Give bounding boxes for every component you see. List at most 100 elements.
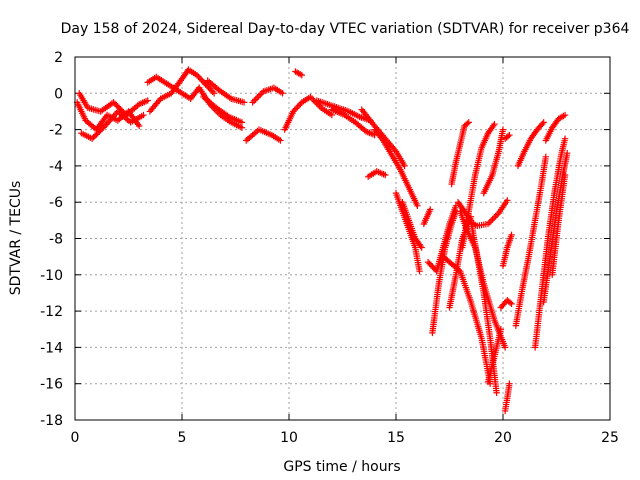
series-trace-ak: [512, 153, 549, 329]
data-point: [98, 125, 106, 132]
series-trace-af: [484, 326, 505, 386]
data-point: [464, 120, 471, 127]
data-point: [240, 99, 248, 106]
data-point: [279, 90, 286, 97]
data-point: [499, 126, 507, 133]
data-point: [202, 81, 209, 88]
data-point: [540, 119, 547, 126]
x-tick-label: 15: [387, 430, 405, 446]
y-axis-label: SDTVAR / TECUs: [8, 181, 24, 296]
data-point: [196, 74, 204, 82]
y-tick-label: -12: [40, 304, 63, 320]
data-point: [295, 102, 303, 109]
series-trace-aj: [501, 380, 513, 415]
data-point: [426, 260, 433, 267]
data-point: [140, 111, 147, 119]
data-point: [561, 135, 569, 142]
data-point: [294, 103, 301, 111]
data-point: [291, 106, 298, 114]
data-point: [96, 128, 103, 135]
data-point: [238, 124, 246, 131]
data-point: [465, 119, 472, 126]
y-tick-label: -8: [49, 232, 63, 248]
data-point: [200, 79, 208, 86]
data-point: [539, 120, 546, 127]
chart-title: Day 158 of 2024, Sidereal Day-to-day VTE…: [61, 21, 630, 37]
series-trace-t: [399, 199, 425, 251]
series-trace-ag: [497, 297, 515, 311]
data-points: [73, 66, 571, 415]
data-point: [90, 134, 97, 141]
data-point: [328, 111, 335, 119]
series-trace-x: [439, 253, 494, 387]
data-point: [487, 217, 495, 225]
series-trace-al: [514, 119, 547, 170]
data-point: [491, 120, 498, 128]
x-tick-label: 5: [178, 430, 187, 446]
data-point: [497, 326, 505, 333]
x-tick-label: 20: [494, 430, 512, 446]
data-point: [489, 216, 496, 223]
y-tick-label: -6: [49, 195, 63, 211]
plot-frame: [74, 56, 611, 421]
series-trace-u: [420, 206, 434, 228]
data-point: [110, 99, 117, 106]
data-point: [238, 119, 246, 126]
data-point: [506, 380, 513, 387]
y-tick-label: -18: [40, 413, 63, 429]
data-point: [490, 214, 498, 221]
series-trace-c: [78, 108, 147, 142]
data-point: [199, 78, 206, 85]
data-point: [504, 133, 512, 140]
data-point: [561, 171, 569, 179]
data-point: [195, 73, 202, 80]
series-trace-z: [448, 119, 472, 188]
series-trace-ao: [542, 111, 569, 144]
data-point: [198, 76, 205, 83]
y-tick-label: -16: [40, 377, 63, 393]
y-tick-label: -14: [40, 340, 63, 356]
data-point: [361, 126, 368, 134]
y-tick-label: -2: [49, 123, 63, 139]
data-point: [100, 124, 107, 131]
data-point: [542, 153, 549, 161]
data-point: [298, 71, 306, 79]
series-trace-m: [292, 68, 306, 79]
data-point: [136, 122, 143, 130]
data-point: [561, 111, 569, 119]
data-point: [255, 92, 262, 100]
data-point: [93, 131, 100, 138]
data-point: [416, 267, 423, 275]
series-trace-k: [249, 84, 286, 106]
series-trace-e: [146, 66, 192, 115]
data-point: [252, 96, 259, 103]
data-point: [427, 206, 434, 213]
x-axis-label: GPS time / hours: [283, 459, 400, 475]
data-point: [504, 197, 511, 204]
data-point: [193, 71, 201, 79]
y-tick-label: -10: [40, 268, 63, 284]
data-point: [290, 108, 297, 115]
data-point: [506, 131, 513, 139]
series-trace-am: [531, 135, 569, 351]
series-trace-ai: [501, 131, 513, 142]
series-trace-j: [243, 126, 284, 144]
data-point: [414, 202, 421, 210]
x-tick-label: 10: [280, 430, 298, 446]
data-point: [203, 82, 211, 89]
data-point: [492, 213, 499, 220]
data-point: [111, 100, 119, 107]
series-trace-w: [429, 208, 460, 337]
data-point: [97, 127, 104, 134]
data-point: [424, 258, 432, 266]
y-tick-label: 2: [54, 50, 63, 66]
series-trace-f: [185, 66, 218, 97]
data-point: [113, 101, 120, 109]
series-trace-ac: [459, 120, 498, 251]
data-point: [250, 97, 258, 105]
series-trace-o: [328, 106, 378, 139]
data-point: [430, 264, 438, 272]
data-point: [564, 149, 571, 157]
data-point: [508, 300, 515, 308]
